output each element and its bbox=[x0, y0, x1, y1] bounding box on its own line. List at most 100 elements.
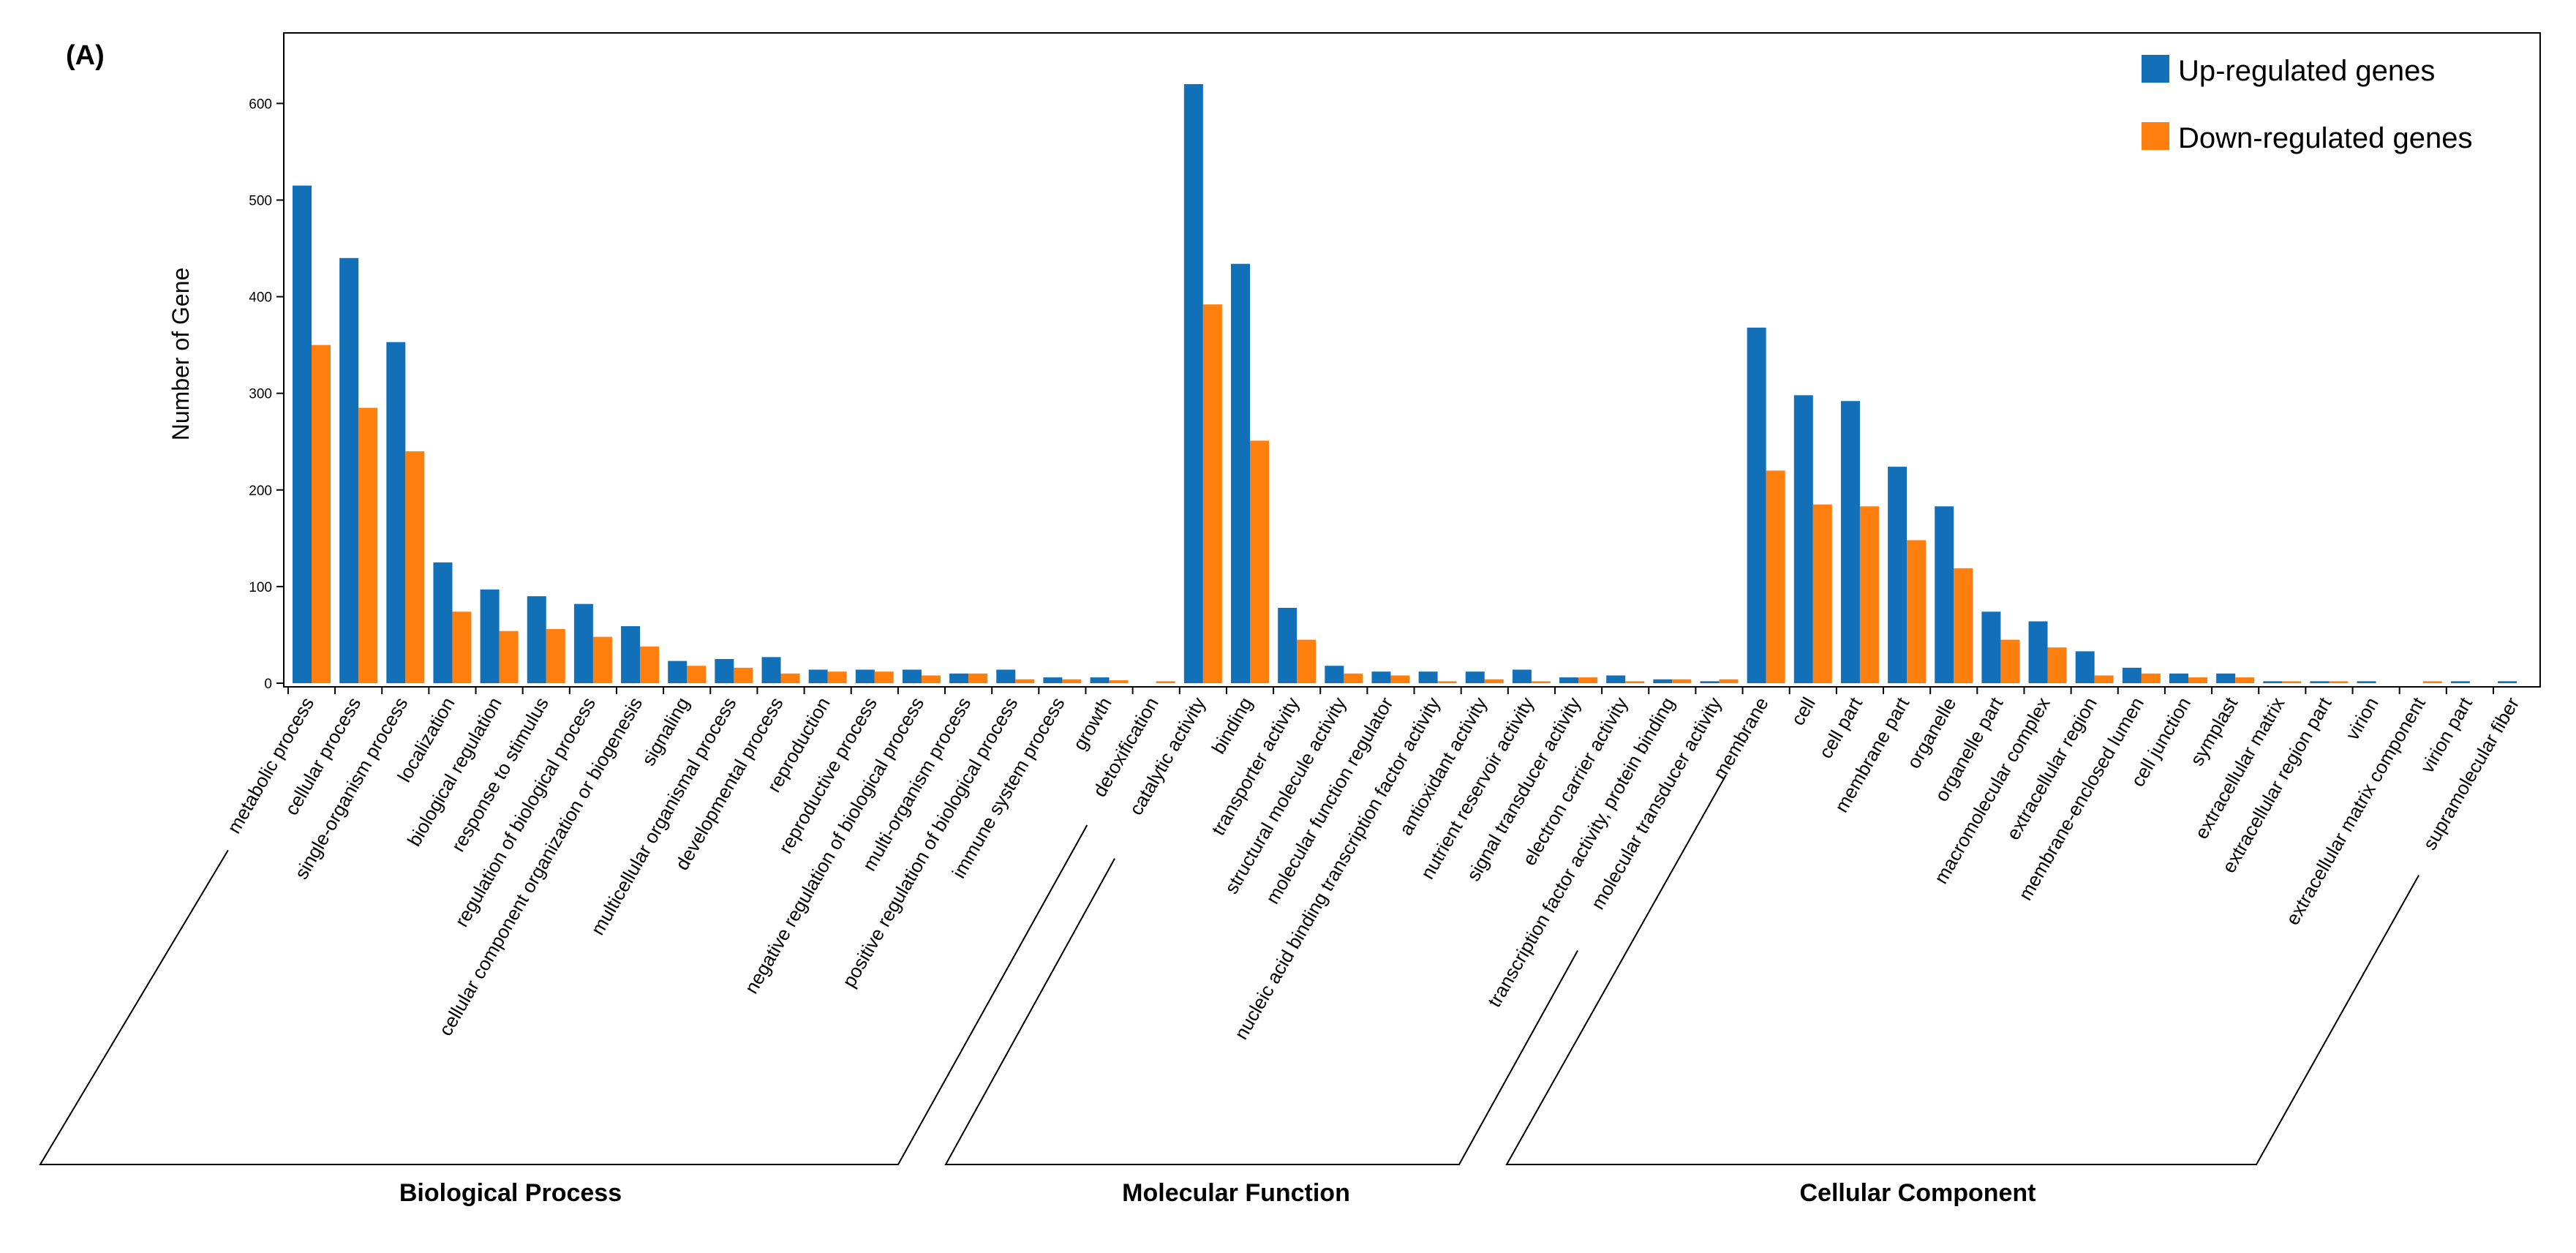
category-label-0-17: growth bbox=[1069, 693, 1116, 754]
panel-label: (A) bbox=[66, 40, 105, 71]
bar-down-2-4 bbox=[1954, 568, 1973, 683]
bar-up-1-2 bbox=[1278, 607, 1298, 683]
bar-down-0-17 bbox=[1109, 680, 1129, 683]
y-tick-label-100: 100 bbox=[249, 580, 272, 595]
bar-up-0-1 bbox=[339, 257, 359, 683]
bar-up-2-16 bbox=[2498, 681, 2517, 683]
bar-down-2-9 bbox=[2188, 677, 2207, 683]
bar-up-0-5 bbox=[527, 596, 546, 683]
bar-up-1-3 bbox=[1325, 666, 1344, 683]
bar-down-2-1 bbox=[1812, 504, 1832, 683]
y-tick-label-0: 0 bbox=[264, 677, 272, 692]
category-label-2-2: cell part bbox=[1815, 693, 1867, 762]
bar-up-0-11 bbox=[808, 669, 828, 683]
bar-up-0-12 bbox=[855, 669, 875, 683]
bar-up-0-4 bbox=[480, 589, 500, 683]
bar-down-1-1 bbox=[1250, 440, 1269, 683]
bar-down-0-18 bbox=[1156, 681, 1175, 683]
y-tick-label-600: 600 bbox=[249, 97, 272, 112]
legend: Up-regulated genes Down-regulated genes bbox=[2142, 55, 2472, 154]
bar-up-0-0 bbox=[293, 185, 312, 683]
bar-down-1-11 bbox=[1719, 679, 1739, 683]
bar-up-1-7 bbox=[1512, 669, 1532, 683]
bar-down-0-5 bbox=[546, 629, 565, 683]
legend-swatch-down bbox=[2142, 122, 2169, 150]
bar-up-2-7 bbox=[2075, 651, 2095, 683]
bar-down-2-6 bbox=[2047, 647, 2067, 683]
bar-up-0-14 bbox=[949, 673, 969, 683]
bar-down-1-6 bbox=[1484, 679, 1504, 683]
bar-down-2-12 bbox=[2329, 681, 2349, 683]
bar-up-1-6 bbox=[1465, 671, 1485, 683]
y-axis: 0 100 200 300 400 500 600 bbox=[249, 97, 284, 692]
y-tick-label-300: 300 bbox=[249, 387, 272, 402]
legend-swatch-up bbox=[2142, 55, 2169, 83]
y-tick-label-200: 200 bbox=[249, 483, 272, 499]
bar-up-0-13 bbox=[902, 669, 922, 683]
bar-up-1-8 bbox=[1559, 677, 1579, 683]
bar-down-0-9 bbox=[734, 667, 753, 683]
bar-down-0-15 bbox=[1015, 679, 1035, 683]
group-brackets: Biological Process Molecular Function Cell… bbox=[39, 774, 2419, 1207]
bar-up-2-1 bbox=[1793, 395, 1813, 683]
legend-label-up: Up-regulated genes bbox=[2178, 55, 2435, 87]
category-label-1-1: binding bbox=[1207, 693, 1257, 758]
bar-up-0-3 bbox=[433, 562, 453, 683]
bar-down-2-5 bbox=[2000, 639, 2020, 683]
bar-up-1-5 bbox=[1418, 671, 1438, 683]
bar-down-0-11 bbox=[827, 671, 847, 683]
bar-down-0-0 bbox=[312, 345, 331, 683]
bar-down-0-13 bbox=[921, 675, 941, 683]
bar-up-1-4 bbox=[1371, 671, 1391, 683]
bar-down-0-4 bbox=[499, 631, 519, 683]
bar-down-1-7 bbox=[1531, 681, 1551, 683]
bar-up-2-12 bbox=[2310, 681, 2330, 683]
bar-up-0-9 bbox=[715, 658, 734, 683]
bar-up-1-10 bbox=[1653, 679, 1673, 683]
bars-layer bbox=[293, 83, 2517, 684]
bar-down-0-14 bbox=[968, 673, 988, 683]
bar-up-1-9 bbox=[1606, 675, 1626, 683]
bar-up-2-6 bbox=[2028, 621, 2048, 683]
bar-up-2-15 bbox=[2450, 681, 2470, 683]
bar-down-1-2 bbox=[1297, 639, 1317, 683]
bar-up-0-10 bbox=[761, 657, 781, 683]
bar-down-2-0 bbox=[1766, 470, 1785, 683]
bar-up-2-13 bbox=[2357, 681, 2376, 683]
y-axis-label: Number of Gene bbox=[167, 268, 194, 441]
group-label-2: Cellular Component bbox=[1799, 1179, 2035, 1207]
bar-up-2-5 bbox=[1981, 612, 2001, 683]
bar-down-2-8 bbox=[2141, 673, 2161, 683]
bar-up-0-15 bbox=[996, 669, 1016, 683]
bar-down-1-3 bbox=[1344, 673, 1363, 683]
bar-down-1-9 bbox=[1625, 681, 1645, 683]
group-bracket-0 bbox=[39, 824, 1088, 1165]
bar-down-0-16 bbox=[1062, 679, 1082, 683]
legend-label-down: Down-regulated genes bbox=[2178, 122, 2472, 154]
y-tick-label-400: 400 bbox=[249, 290, 272, 306]
bar-down-2-7 bbox=[2094, 675, 2114, 683]
y-tick-label-500: 500 bbox=[249, 194, 272, 209]
bar-down-0-1 bbox=[358, 407, 378, 683]
bar-up-0-8 bbox=[668, 661, 688, 683]
bar-down-0-3 bbox=[452, 612, 472, 683]
bar-up-2-11 bbox=[2263, 681, 2283, 683]
bar-down-2-3 bbox=[1907, 540, 1927, 683]
group-label-0: Biological Process bbox=[399, 1179, 622, 1207]
bar-up-2-9 bbox=[2169, 673, 2188, 683]
bar-down-0-10 bbox=[780, 673, 800, 683]
bar-up-0-17 bbox=[1090, 677, 1110, 683]
bar-down-1-0 bbox=[1202, 304, 1222, 684]
bar-up-1-0 bbox=[1183, 83, 1203, 684]
bar-down-1-5 bbox=[1437, 681, 1457, 683]
bar-down-2-2 bbox=[1859, 506, 1879, 683]
group-bracket-2 bbox=[1505, 774, 2419, 1165]
category-label-0-13: negative regulation of biological proces… bbox=[740, 693, 928, 998]
bar-down-1-8 bbox=[1578, 677, 1598, 683]
bar-up-2-2 bbox=[1840, 401, 1860, 683]
bar-up-1-1 bbox=[1231, 263, 1250, 683]
bar-down-0-7 bbox=[640, 646, 660, 683]
bar-up-2-8 bbox=[2122, 667, 2142, 683]
bar-up-0-6 bbox=[573, 603, 593, 683]
